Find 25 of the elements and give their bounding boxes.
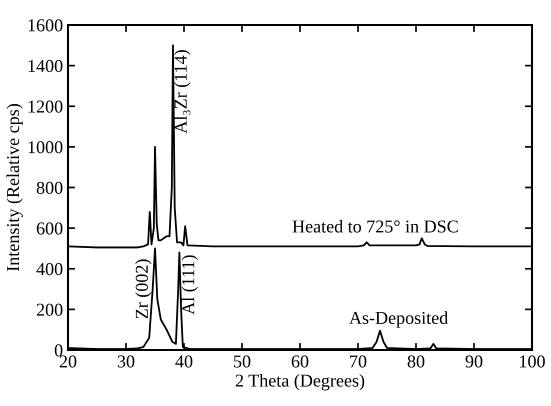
x-tick-label: 70 [350,355,366,368]
x-axis-title: 2 Theta (Degrees) [236,374,364,390]
x-tick-label: 30 [118,355,134,368]
y-axis-title: Intensity (Relative cps) [6,104,23,272]
y-tick-label: 200 [36,304,62,316]
y-tick-label: 800 [36,182,62,194]
x-tick-label: 60 [292,355,308,368]
y-tick-label: 1600 [28,19,62,32]
annotation: Zr (002) [135,259,152,318]
annotation: As-Deposited [349,311,448,328]
y-tick-label: 600 [36,222,62,235]
annotation: Heated to 725° in DSC [292,220,458,233]
y-tick-label: 1200 [28,100,62,113]
annotation: Al₃Zr (114) [174,50,190,134]
annotation: Al (111) [182,255,198,315]
y-tick-label: 1000 [28,141,62,154]
y-tick-label: 400 [36,263,62,276]
x-tick-label: 80 [408,355,424,368]
x-tick-label: 100 [520,355,545,368]
x-tick-label: 90 [466,355,482,368]
x-tick-label: 20 [60,355,76,368]
x-tick-label: 50 [234,355,250,368]
y-tick-label: 1400 [28,60,62,72]
y-tick-label: 0 [54,344,62,356]
x-tick-label: 40 [175,355,192,368]
